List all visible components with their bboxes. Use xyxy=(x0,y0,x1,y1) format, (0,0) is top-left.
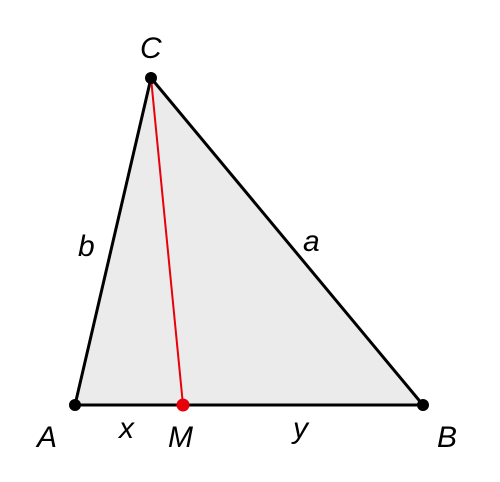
point-c xyxy=(145,72,157,84)
point-b xyxy=(417,399,429,411)
cevian-cm xyxy=(150,77,184,406)
label-m: M xyxy=(168,421,193,454)
label-c: C xyxy=(140,32,162,65)
point-m xyxy=(176,398,190,412)
label-side-a: a xyxy=(303,225,320,258)
label-segment-x: x xyxy=(117,412,135,445)
label-b: B xyxy=(437,421,457,454)
label-a: A xyxy=(35,421,57,454)
label-segment-y: y xyxy=(291,412,310,445)
point-a xyxy=(69,399,81,411)
triangle-abc xyxy=(75,78,423,405)
side-bc xyxy=(149,77,425,406)
label-side-b: b xyxy=(78,230,95,263)
side-ca xyxy=(73,77,153,406)
